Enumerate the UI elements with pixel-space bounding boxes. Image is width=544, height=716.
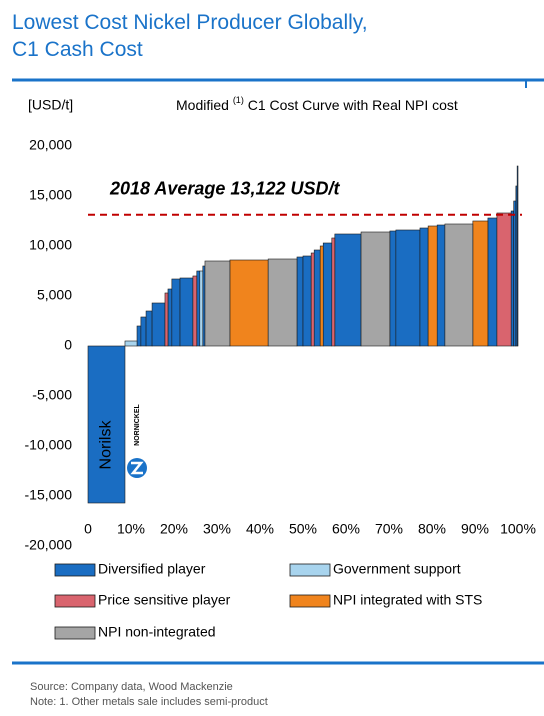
x-tick-label: 70% <box>375 521 403 537</box>
y-tick-label: 15,000 <box>29 187 72 203</box>
y-tick-label: 20,000 <box>29 137 72 153</box>
legend-label: Price sensitive player <box>98 592 231 608</box>
x-tick-label: 60% <box>332 521 360 537</box>
bar <box>192 275 198 347</box>
bar <box>204 260 231 347</box>
y-tick-label: -5,000 <box>32 387 72 403</box>
bar <box>319 245 324 347</box>
plot-area: 20,000 15,000 10,000 5,000 0 -5,000 -10,000 -15… <box>25 137 536 553</box>
bar <box>516 165 519 347</box>
bar <box>313 249 321 347</box>
bar <box>171 278 181 347</box>
y-tick-label: -15,000 <box>25 487 73 503</box>
bar <box>331 237 336 347</box>
average-label: 2018 Average 13,122 USD/t <box>109 179 340 199</box>
bar <box>395 229 421 347</box>
bar <box>487 217 498 347</box>
x-tick-label: 90% <box>461 521 489 537</box>
subtitle-text: C1 Cost Curve with Real NPI cost <box>248 97 458 113</box>
y-tick-label: 0 <box>64 337 72 353</box>
logo-mark <box>130 461 144 475</box>
bar <box>167 288 173 347</box>
x-tick-label: 100% <box>500 521 536 537</box>
subtitle-note: (1) <box>233 95 244 105</box>
bar <box>360 231 391 347</box>
bar <box>427 225 438 347</box>
x-tick-label: 10% <box>117 521 145 537</box>
legend-label: NPI integrated with STS <box>333 592 482 608</box>
y-tick-label: 10,000 <box>29 237 72 253</box>
legend-label: Diversified player <box>98 561 206 577</box>
note: Note: 1. Other metals sale includes semi… <box>30 696 268 708</box>
bar <box>334 233 362 347</box>
bar <box>444 223 474 347</box>
legend-label: NPI non-integrated <box>98 624 216 640</box>
bar <box>164 292 169 347</box>
bar <box>145 310 153 347</box>
bar <box>179 277 194 347</box>
logo-text: NORNICKEL <box>134 403 141 445</box>
source: Source: Company data, Wood Mackenzie <box>30 681 233 693</box>
bar <box>510 210 514 347</box>
bar <box>87 345 126 504</box>
subtitle: Modified (1) C1 Cost Curve with Real NPI… <box>176 92 458 113</box>
bar <box>419 227 429 347</box>
y-tick-label: -10,000 <box>25 437 73 453</box>
bar <box>296 256 304 347</box>
legend-swatch <box>54 626 96 640</box>
legend-swatch <box>289 594 331 608</box>
subtitle-text: Modified <box>176 97 229 113</box>
bar <box>472 220 489 347</box>
legend-swatch <box>289 563 331 577</box>
bar <box>196 270 201 347</box>
legend-swatch <box>54 594 96 608</box>
legend-swatch <box>54 563 96 577</box>
bar <box>229 259 269 347</box>
x-tick-label: 30% <box>203 521 231 537</box>
bar <box>136 325 142 347</box>
chart-title: Lowest Cost Nickel Producer Globally, <box>12 11 368 34</box>
y-axis-label: [USD/t] <box>28 97 73 113</box>
bar <box>140 316 147 347</box>
bar <box>436 224 446 347</box>
bar <box>302 255 312 347</box>
x-tick-label: 80% <box>418 521 446 537</box>
bar <box>310 252 315 347</box>
y-tick-label: -20,000 <box>25 537 73 553</box>
bar <box>202 265 206 347</box>
legend-label: Government support <box>333 561 461 577</box>
highlight-label: Norilsk <box>98 420 115 470</box>
bar <box>124 340 138 347</box>
bar <box>322 242 333 347</box>
x-tick-label: 40% <box>246 521 274 537</box>
bar <box>267 258 298 347</box>
y-tick-label: 5,000 <box>37 287 72 303</box>
x-tick-label: 0 <box>84 521 92 537</box>
x-tick-label: 50% <box>289 521 317 537</box>
bar <box>199 270 204 347</box>
x-tick-label: 20% <box>160 521 188 537</box>
chart-title: C1 Cash Cost <box>12 38 143 61</box>
bar <box>496 212 512 347</box>
bar <box>389 230 397 347</box>
bar <box>151 302 166 347</box>
bar <box>513 200 517 347</box>
